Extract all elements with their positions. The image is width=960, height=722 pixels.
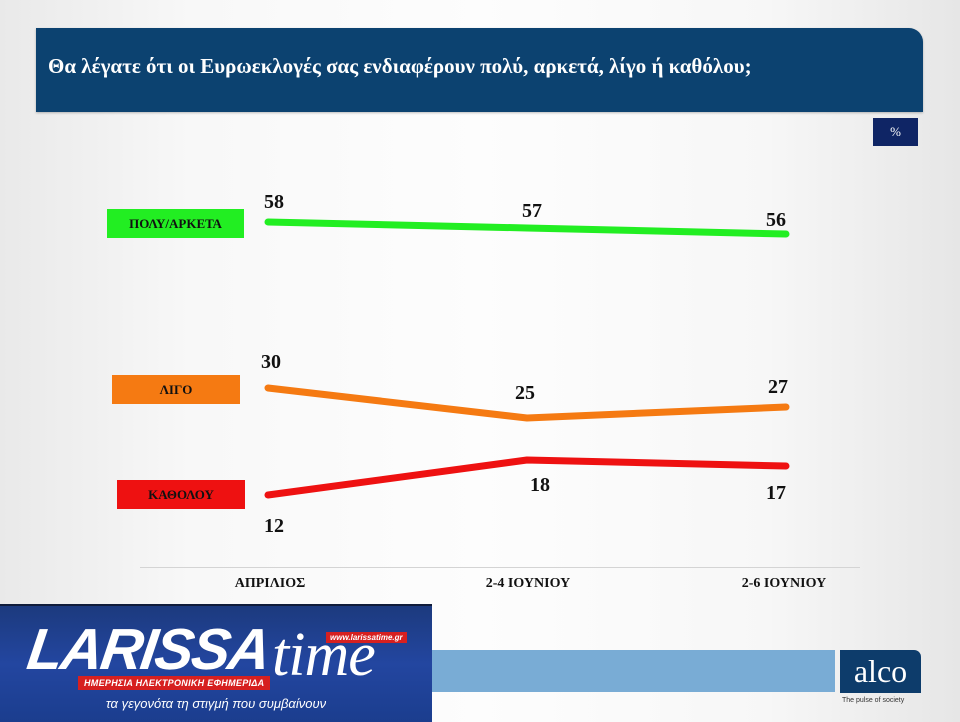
time-wordmark: time (272, 621, 376, 689)
footer-strip (430, 650, 835, 692)
value-katholou-apr: 12 (264, 515, 284, 537)
larissa-tagline: τα γεγονότα τη στιγμή που συμβαίνουν (105, 696, 327, 711)
series-line-poly-arketa (264, 218, 790, 238)
value-ligo-jun4: 25 (515, 382, 535, 404)
chart-title: Θα λέγατε ότι οι Ευρωεκλογές σας ενδιαφέ… (48, 54, 752, 78)
value-ligo-apr: 30 (261, 351, 281, 373)
larissa-subtitle: ΗΜΕΡΗΣΙΑ ΗΛΕΚΤΡΟΝΙΚΗ ΕΦΗΜΕΡΙΔΑ (78, 676, 271, 690)
series-line-katholou (264, 456, 790, 499)
x-label-june-2-4: 2-4 ΙΟΥΝΙΟΥ (485, 576, 571, 591)
value-poly-jun6: 56 (766, 209, 786, 231)
larissa-wordmark: LARISSA (23, 617, 274, 682)
title-bar: Θα λέγατε ότι οι Ευρωεκλογές σας ενδιαφέ… (36, 28, 923, 112)
value-poly-jun4: 57 (522, 200, 542, 222)
x-axis-line (140, 567, 860, 568)
x-label-june-2-6: 2-6 ΙΟΥΝΙΟΥ (741, 576, 827, 591)
value-ligo-jun6: 27 (768, 376, 788, 398)
value-poly-apr: 58 (264, 191, 284, 213)
legend-ligo: ΛΙΓΟ (112, 375, 240, 404)
series-line-ligo (264, 384, 790, 422)
x-label-april: ΑΠΡΙΛΙΟΣ (234, 576, 306, 591)
unit-badge: % (873, 118, 918, 146)
value-katholou-jun4: 18 (530, 474, 550, 496)
value-katholou-jun6: 17 (766, 482, 786, 504)
legend-katholou: ΚΑΘΟΛΟΥ (117, 480, 245, 509)
larissa-url: www.larissatime.gr (326, 632, 407, 643)
alco-logo: alco (840, 650, 921, 693)
alco-tagline: The pulse of society (842, 697, 905, 704)
legend-poly-arketa: ΠΟΛΥ/ΑΡΚΕΤΑ (107, 209, 244, 238)
larissatime-logo: LARISSA time www.larissatime.gr ΗΜΕΡΗΣΙΑ… (0, 604, 432, 722)
